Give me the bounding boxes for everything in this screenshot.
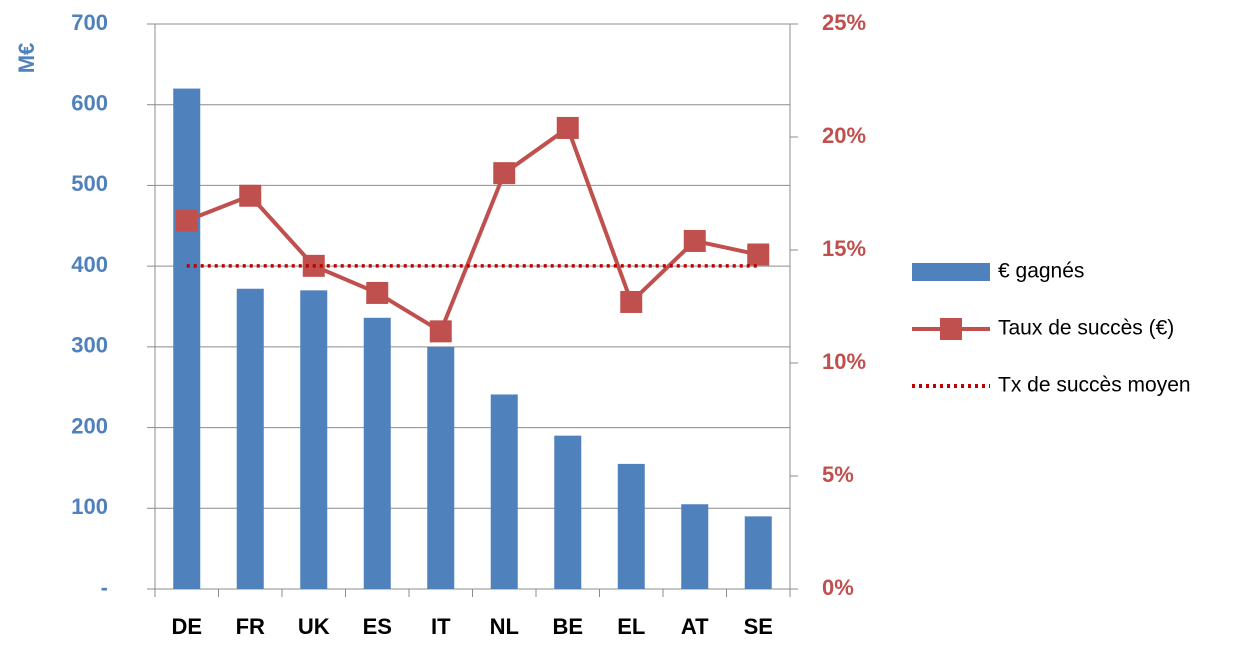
y-tick-label: - bbox=[101, 575, 108, 600]
y-tick-label: 300 bbox=[71, 333, 108, 358]
legend-marker bbox=[940, 318, 962, 340]
y2-tick-label: 0% bbox=[822, 575, 854, 600]
y-tick-label: 700 bbox=[71, 10, 108, 35]
marker bbox=[429, 320, 452, 343]
y2-tick-label: 10% bbox=[822, 349, 866, 374]
bar bbox=[427, 346, 455, 589]
x-tick-label: AT bbox=[681, 614, 709, 639]
bar bbox=[617, 463, 645, 589]
legend-label: Taux de succès (€) bbox=[998, 317, 1174, 340]
x-tick-label: ES bbox=[363, 614, 392, 639]
y2-tick-label: 15% bbox=[822, 236, 866, 261]
legend-label: Tx de succès moyen bbox=[998, 374, 1191, 397]
bar bbox=[681, 504, 709, 589]
legend-label: € gagnés bbox=[998, 260, 1084, 283]
bar bbox=[300, 290, 328, 589]
marker bbox=[620, 290, 643, 313]
y2-tick-label: 5% bbox=[822, 462, 854, 487]
x-tick-label: DE bbox=[171, 614, 202, 639]
marker bbox=[366, 281, 389, 304]
marker bbox=[683, 229, 706, 252]
y-axis-label: M€ bbox=[14, 43, 39, 74]
x-tick-label: IT bbox=[431, 614, 451, 639]
line bbox=[186, 124, 759, 335]
x-tick-label: SE bbox=[744, 614, 773, 639]
marker bbox=[493, 162, 516, 185]
marker bbox=[175, 209, 198, 232]
x-tick-label: FR bbox=[236, 614, 265, 639]
bar bbox=[363, 317, 391, 589]
marker bbox=[747, 243, 770, 266]
y2-tick-label: 25% bbox=[822, 10, 866, 35]
y-tick-label: 600 bbox=[71, 91, 108, 116]
bar bbox=[490, 394, 518, 589]
marker bbox=[239, 184, 262, 207]
bar bbox=[744, 516, 772, 589]
y2-tick-label: 20% bbox=[822, 123, 866, 148]
x-tick-label: BE bbox=[552, 614, 583, 639]
y-tick-label: 400 bbox=[71, 252, 108, 277]
x-tick-label: UK bbox=[298, 614, 330, 639]
y-tick-label: 100 bbox=[71, 494, 108, 519]
x-tick-label: NL bbox=[490, 614, 519, 639]
x-tick-label: EL bbox=[617, 614, 645, 639]
marker bbox=[556, 116, 579, 139]
legend-swatch bbox=[912, 263, 990, 281]
y-tick-label: 200 bbox=[71, 413, 108, 438]
y-tick-label: 500 bbox=[71, 171, 108, 196]
bar bbox=[173, 88, 201, 590]
bar bbox=[554, 435, 582, 589]
bar bbox=[236, 288, 264, 589]
